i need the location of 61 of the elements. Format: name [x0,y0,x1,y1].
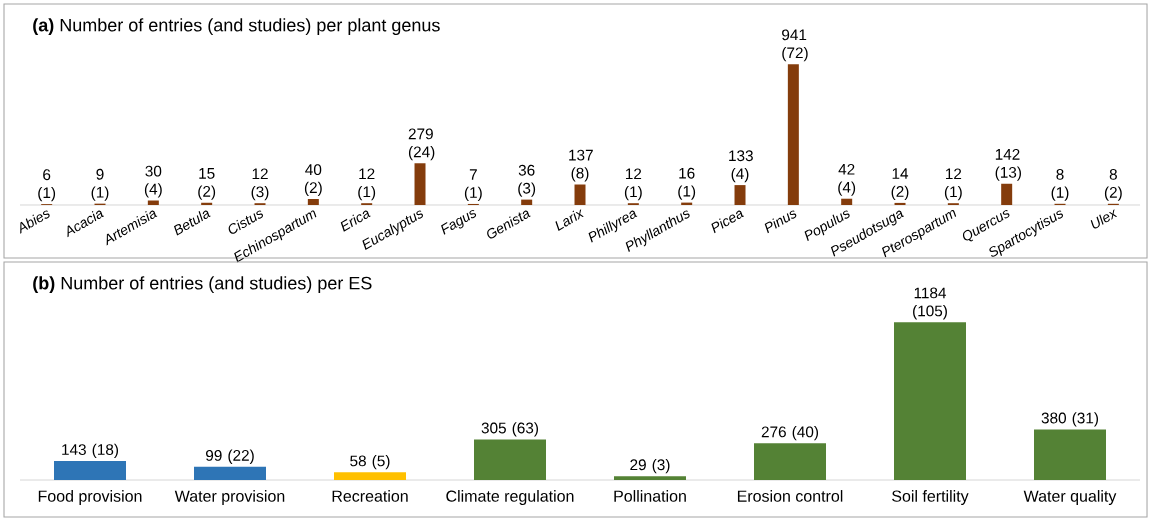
bar [894,322,966,480]
data-label: 380 (31) [1041,412,1099,427]
x-tick-label: Water provision [174,490,285,505]
bar [414,163,426,205]
data-label: 941 (72) [782,29,808,62]
bar [521,199,533,205]
data-label: 36 (3) [518,164,536,197]
data-label: 99 (22) [206,449,254,464]
data-label: 137 (8) [569,149,593,182]
data-label: 30 (4) [144,165,162,198]
data-label: 40 (2) [304,164,322,197]
data-label: 14 (2) [891,168,909,200]
data-label: 279 (24) [408,128,435,161]
data-label: 42 (4) [838,163,856,196]
data-label: 29 (3) [630,458,670,474]
data-label: 16 (1) [678,167,696,200]
bar [474,439,547,480]
x-tick-label: Water quality [1023,490,1117,505]
bar [1001,183,1013,205]
bar [787,64,799,205]
bar [1034,429,1107,480]
x-tick-label: Soil fertility [892,490,969,505]
x-tick-label: Pollination [614,490,686,502]
x-tick-label: Pinus [764,210,797,234]
x-tick-label: Picea [711,210,744,234]
data-label: 143 (18) [62,443,119,459]
data-label: 8 (2) [1104,168,1122,201]
x-tick-label: Recreation [332,490,408,502]
bar [614,476,686,480]
x-tick-label: Larix [555,209,584,231]
data-label: 133 (4) [729,150,753,183]
data-label: 276 (40) [761,426,819,441]
data-label: 15 (2) [198,168,216,200]
bar [194,466,266,480]
bar [54,460,127,480]
data-label: 12 (1) [358,168,376,201]
bar [574,184,586,205]
chart-title: (a) Number of entries (and studies) per plant genus [33,18,440,36]
bar [894,202,906,205]
x-tick-label: Erosion control [737,490,843,502]
bar [734,185,746,205]
data-label: 7 (1) [464,169,482,202]
data-label: 12 (1) [944,168,962,201]
data-label: 9 (1) [91,168,109,201]
chart-title: (b) Number of entries (and studies) per ES [33,276,372,294]
data-label: 12 (3) [251,168,269,201]
data-label: 142 (13) [995,148,1021,181]
data-label: 12 (1) [624,168,642,201]
bar [147,200,159,205]
data-label: 8 (1) [1051,168,1069,201]
bar [754,443,827,480]
data-label: 6 (1) [38,169,56,202]
data-label: 58 (5) [350,455,390,470]
x-tick-label: Climate regulation [446,490,574,505]
x-tick-label: Food provision [38,490,142,505]
bar [307,199,319,205]
data-label: 1184 (105) [913,287,947,320]
bar [334,472,406,480]
x-tick-label: Ulex [1090,209,1118,229]
data-label: 305 (63) [481,422,539,437]
bar [841,198,853,205]
